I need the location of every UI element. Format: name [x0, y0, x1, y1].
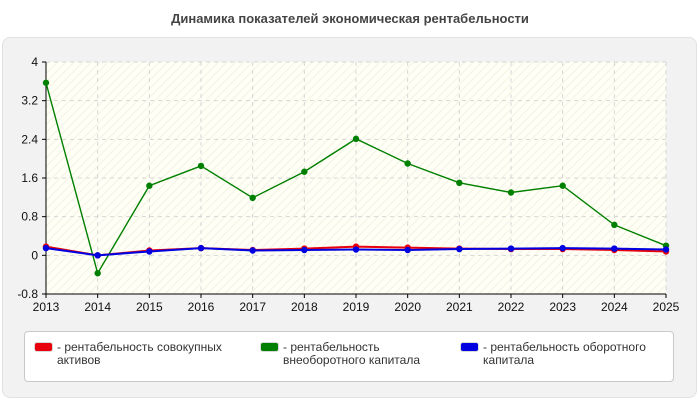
y-tick-label: 0.8: [21, 210, 38, 224]
data-point: [42, 244, 50, 252]
x-tick-label: 2018: [291, 300, 318, 314]
y-tick-label: 4: [31, 55, 38, 69]
data-point: [456, 179, 463, 187]
data-point: [94, 270, 101, 277]
chart-legend: - рентабельность совокупных активов - рент…: [24, 331, 674, 382]
data-point: [352, 135, 360, 143]
data-point: [559, 182, 566, 189]
x-tick-label: 2015: [136, 300, 163, 314]
legend-label: - рентабельность внеоборотного капитала: [283, 341, 468, 367]
data-point: [507, 189, 515, 196]
legend-label-line: капитала: [483, 353, 535, 367]
data-point: [146, 248, 153, 255]
legend-swatch: [461, 343, 478, 351]
data-point: [94, 252, 101, 259]
data-point: [146, 182, 153, 189]
data-point: [197, 162, 205, 170]
data-point: [404, 160, 411, 167]
data-point: [301, 246, 308, 254]
data-point: [456, 245, 463, 253]
legend-label-line: - рентабельность совокупных: [57, 340, 222, 354]
data-point: [197, 244, 205, 252]
data-point: [404, 246, 411, 254]
x-tick-label: 2016: [188, 300, 215, 314]
x-tick-label: 2024: [601, 300, 628, 314]
legend-label-line: - рентабельность оборотного: [483, 340, 646, 354]
x-tick-label: 2014: [84, 300, 111, 314]
x-tick-label: 2022: [498, 300, 525, 314]
data-point: [662, 246, 670, 253]
x-tick-label: 2013: [33, 300, 60, 314]
chart-title: Динамика показателей экономическая рента…: [171, 11, 529, 26]
x-tick-label: 2025: [653, 300, 680, 314]
y-tick-label: 2.4: [21, 132, 38, 146]
data-point: [507, 245, 515, 252]
y-tick-label: 1.6: [21, 171, 38, 185]
data-point: [611, 245, 618, 252]
legend-swatch: [261, 343, 278, 351]
x-tick-label: 2017: [239, 300, 266, 314]
legend-label: - рентабельность совокупных активов: [57, 341, 257, 367]
x-tick-label: 2021: [446, 300, 473, 314]
data-point: [249, 194, 256, 202]
y-tick-label: -0.8: [17, 287, 38, 301]
data-point: [301, 168, 308, 175]
data-point: [352, 246, 360, 253]
legend-label-line: - рентабельность: [283, 340, 380, 354]
data-point: [249, 247, 256, 254]
y-tick-label: 3.2: [21, 94, 38, 108]
legend-swatch: [35, 343, 52, 351]
x-tick-label: 2023: [549, 300, 576, 314]
data-point: [611, 221, 618, 229]
data-point: [559, 244, 566, 252]
legend-label-line: активов: [57, 353, 101, 367]
legend-label-line: внеоборотного капитала: [283, 353, 420, 367]
y-tick-label: 0: [31, 248, 38, 262]
legend-label: - рентабельность оборотного капитала: [483, 341, 668, 367]
x-tick-label: 2020: [394, 300, 421, 314]
data-point: [42, 79, 50, 86]
x-tick-label: 2019: [343, 300, 370, 314]
